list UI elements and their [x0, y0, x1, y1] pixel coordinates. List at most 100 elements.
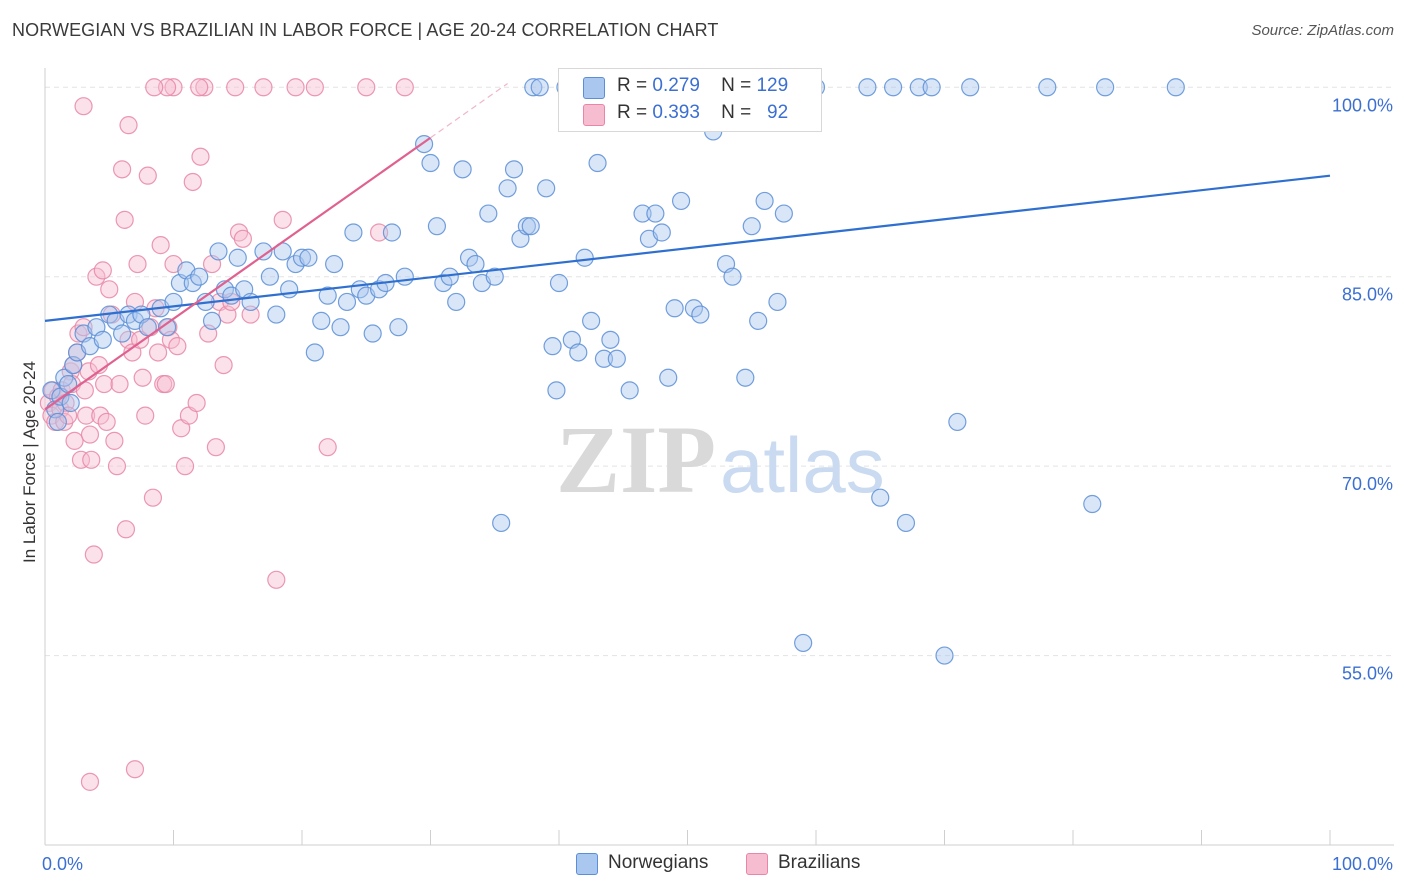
watermark-zip: ZIP [556, 406, 716, 513]
brazilian-point [145, 78, 164, 97]
norwegian-point [671, 191, 691, 211]
norwegian-point [325, 254, 344, 274]
norwegian-point [479, 204, 498, 223]
norwegian-point [427, 217, 447, 236]
norwegian-point [157, 318, 177, 337]
brazilian-point [233, 229, 252, 248]
brazilians-points [39, 78, 414, 791]
brazilian-point [112, 160, 132, 179]
brazilian-point [125, 760, 145, 779]
norwegian-point [549, 273, 569, 293]
norwegian-point [93, 330, 112, 349]
norwegian-point [1038, 78, 1057, 97]
brazilian-point [82, 450, 101, 469]
brazilian-point [138, 166, 157, 185]
norwegian-point [768, 292, 787, 312]
y-tick-label: 100.0% [1332, 95, 1393, 115]
brazilian-point [187, 393, 206, 413]
brazilians-trend-extension [430, 82, 508, 139]
norwegians-trend-line [44, 174, 1331, 322]
brazilian-point [74, 97, 93, 116]
norwegian-point [524, 78, 543, 97]
norwegian-point [749, 311, 768, 330]
legend-n-value: 129 [756, 75, 789, 96]
grid-layer [45, 86, 1394, 657]
norwegian-point [389, 318, 408, 337]
brazilian-point [151, 236, 170, 255]
norwegian-point [691, 305, 710, 324]
norwegian-point [659, 368, 678, 387]
brazilian-point [65, 431, 84, 450]
brazilian-point [273, 210, 292, 229]
brazilian-point [80, 425, 100, 444]
brazilian-point [318, 438, 337, 457]
norwegian-point [254, 242, 273, 261]
brazilian-point [105, 431, 124, 450]
norwegian-point [267, 305, 286, 324]
brazilian-point [107, 457, 127, 476]
norwegian-point [305, 343, 324, 362]
brazilian-point [370, 223, 389, 242]
norwegian-point [1166, 78, 1185, 97]
norwegian-point [344, 223, 363, 242]
norwegian-point [517, 217, 536, 236]
brazilian-point [115, 210, 134, 229]
legend-r-label: R = [617, 75, 648, 96]
brazilian-point [156, 374, 175, 394]
chart-source: Source: ZipAtlas.com [1251, 22, 1394, 39]
norwegian-point [736, 368, 755, 387]
norwegian-point [1096, 78, 1115, 97]
norwegian-point [742, 217, 761, 236]
bottom-legend-swatch-pink [746, 853, 768, 875]
norwegian-point [209, 242, 228, 261]
norwegian-point [594, 349, 614, 368]
bottom-legend-swatch-blue [576, 853, 598, 875]
brazilian-point [74, 318, 93, 337]
norwegian-point [1083, 494, 1102, 514]
norwegian-point [547, 381, 566, 400]
legend-r-value: 0.279 [652, 75, 700, 96]
brazilian-point [128, 254, 147, 274]
norwegian-point [521, 217, 540, 236]
legend-swatch-pink [583, 104, 605, 126]
x-tick-label: 100.0% [1332, 854, 1393, 874]
brazilians-trend-line [44, 136, 432, 411]
bottom-legend-label: Brazilians [778, 852, 861, 873]
norwegian-point [331, 318, 350, 337]
legend-n-label: N = [721, 102, 752, 123]
norwegian-point [202, 311, 222, 330]
brazilian-point [286, 78, 305, 97]
brazilian-point [226, 78, 245, 97]
norwegian-point [896, 513, 916, 533]
norwegian-point [337, 292, 357, 312]
norwegian-point [190, 267, 209, 286]
norwegian-point [260, 267, 279, 286]
norwegian-point [909, 78, 928, 97]
norwegian-point [292, 248, 312, 267]
brazilian-point [77, 406, 96, 425]
norwegian-point [299, 248, 318, 267]
brazilian-point [195, 78, 214, 97]
norwegian-point [961, 78, 980, 97]
y-tick-label: 70.0% [1342, 474, 1393, 494]
norwegian-point [935, 646, 954, 665]
norwegian-point [421, 153, 440, 173]
norwegian-point [61, 393, 80, 413]
norwegian-point [794, 633, 813, 653]
brazilian-point [168, 337, 187, 356]
brazilian-point [183, 172, 202, 192]
brazilian-point [254, 78, 273, 97]
norwegian-point [723, 267, 742, 286]
norwegian-point [42, 381, 61, 400]
x-tick-label: 0.0% [42, 854, 83, 874]
norwegian-point [774, 204, 793, 223]
norwegian-point [504, 160, 524, 179]
norwegian-point [395, 267, 414, 286]
norwegian-point [607, 349, 626, 368]
brazilian-point [71, 450, 91, 469]
brazilian-point [97, 412, 116, 432]
brazilian-point [143, 488, 163, 507]
norwegian-point [883, 78, 903, 97]
trend-lines [44, 82, 1331, 411]
norwegian-point [485, 267, 504, 286]
